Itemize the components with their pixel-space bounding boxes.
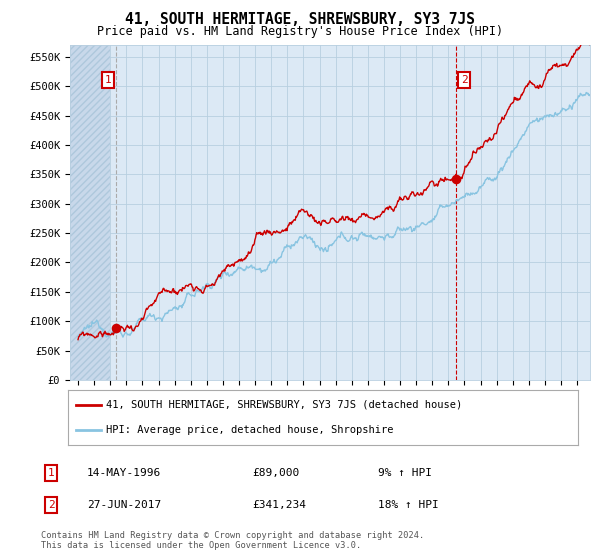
Point xyxy=(112,323,121,332)
Text: 9% ↑ HPI: 9% ↑ HPI xyxy=(378,468,432,478)
Text: £341,234: £341,234 xyxy=(252,500,306,510)
Text: 41, SOUTH HERMITAGE, SHREWSBURY, SY3 7JS (detached house): 41, SOUTH HERMITAGE, SHREWSBURY, SY3 7JS… xyxy=(106,400,463,410)
Text: HPI: Average price, detached house, Shropshire: HPI: Average price, detached house, Shro… xyxy=(106,425,394,435)
Text: 14-MAY-1996: 14-MAY-1996 xyxy=(87,468,161,478)
Text: Price paid vs. HM Land Registry's House Price Index (HPI): Price paid vs. HM Land Registry's House … xyxy=(97,25,503,38)
Text: 2: 2 xyxy=(461,75,467,85)
Text: 1: 1 xyxy=(105,75,112,85)
Point xyxy=(451,175,461,184)
Text: 41, SOUTH HERMITAGE, SHREWSBURY, SY3 7JS: 41, SOUTH HERMITAGE, SHREWSBURY, SY3 7JS xyxy=(125,12,475,27)
Text: 27-JUN-2017: 27-JUN-2017 xyxy=(87,500,161,510)
Text: £89,000: £89,000 xyxy=(252,468,299,478)
Bar xyxy=(70,45,110,380)
Text: 18% ↑ HPI: 18% ↑ HPI xyxy=(378,500,439,510)
Text: Contains HM Land Registry data © Crown copyright and database right 2024.
This d: Contains HM Land Registry data © Crown c… xyxy=(41,530,424,550)
Text: 2: 2 xyxy=(47,500,55,510)
Text: 1: 1 xyxy=(47,468,55,478)
